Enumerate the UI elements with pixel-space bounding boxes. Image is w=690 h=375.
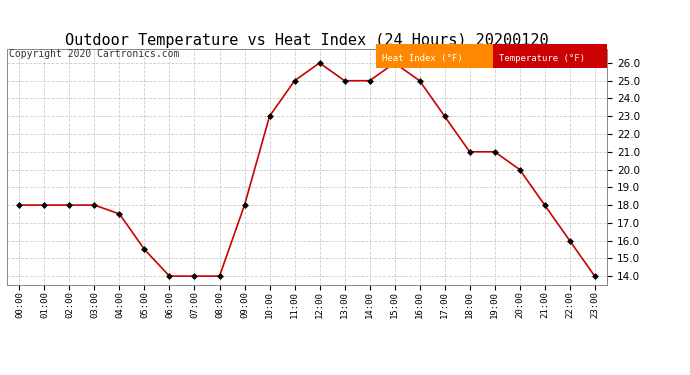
Text: Heat Index (°F): Heat Index (°F) [382,54,462,63]
Text: Temperature (°F): Temperature (°F) [499,54,585,63]
Title: Outdoor Temperature vs Heat Index (24 Hours) 20200120: Outdoor Temperature vs Heat Index (24 Ho… [66,33,549,48]
Text: Copyright 2020 Cartronics.com: Copyright 2020 Cartronics.com [9,49,179,59]
